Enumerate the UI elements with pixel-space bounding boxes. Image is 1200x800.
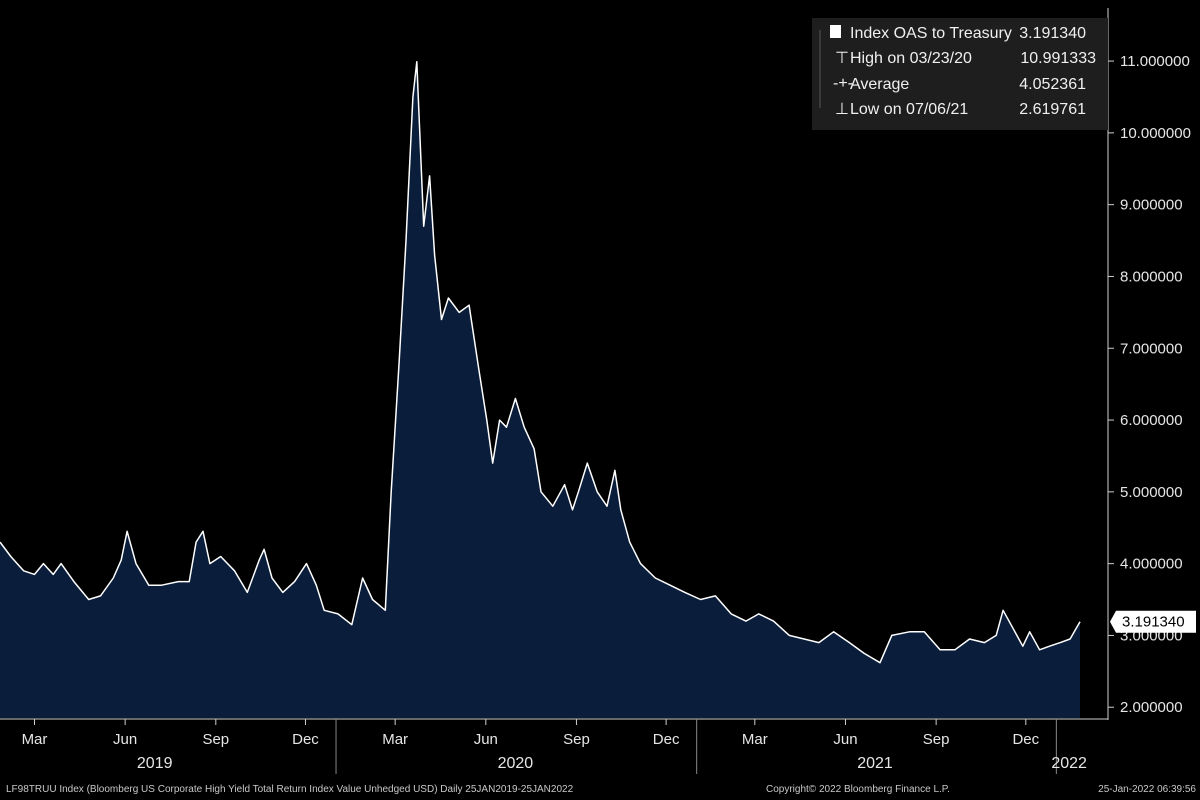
legend-series-value: 3.191340 xyxy=(1019,25,1086,42)
x-year-label: 2019 xyxy=(137,755,173,772)
x-year-label: 2020 xyxy=(498,755,534,772)
series-line xyxy=(0,61,1081,664)
low-marker-icon: ⊥ xyxy=(835,101,849,118)
y-tick-label: 8.000000 xyxy=(1120,268,1183,285)
average-marker-icon: -+- xyxy=(833,75,853,92)
y-tick-label: 7.000000 xyxy=(1120,340,1183,357)
y-tick-label: 10.000000 xyxy=(1120,125,1191,142)
plot-area xyxy=(0,61,1081,719)
footer-copyright: Copyright© 2022 Bloomberg Finance L.P. xyxy=(766,784,950,795)
last-value-label: 3.191340 xyxy=(1122,614,1185,631)
y-tick-label: 9.000000 xyxy=(1120,197,1183,214)
legend-high-value: 10.991333 xyxy=(1020,50,1096,67)
x-year-label: 2021 xyxy=(857,755,893,772)
legend-low-label: Low on 07/06/21 xyxy=(850,101,968,118)
x-month-label: Mar xyxy=(382,731,408,748)
series-area xyxy=(0,61,1080,719)
legend-swatch xyxy=(830,25,841,38)
y-tick-label: 11.000000 xyxy=(1120,53,1190,70)
x-month-label: Mar xyxy=(22,731,48,748)
x-month-label: Sep xyxy=(923,731,950,748)
footer-source: LF98TRUU Index (Bloomberg US Corporate H… xyxy=(6,784,574,795)
legend-box xyxy=(812,18,1108,130)
x-month-label: Jun xyxy=(833,731,857,748)
footer-timestamp: 25-Jan-2022 06:39:56 xyxy=(1098,784,1196,795)
legend: ⊤ -+- ⊥ Index OAS to Treasury 3.191340 H… xyxy=(812,18,1108,130)
footer: LF98TRUU Index (Bloomberg US Corporate H… xyxy=(6,784,1196,795)
x-month-label: Dec xyxy=(653,731,680,748)
x-month-label: Dec xyxy=(1012,731,1039,748)
legend-high-label: High on 03/23/20 xyxy=(850,50,972,67)
y-tick-label: 6.000000 xyxy=(1120,412,1183,429)
x-month-label: Jun xyxy=(474,731,498,748)
x-month-label: Dec xyxy=(292,731,319,748)
y-tick-label: 4.000000 xyxy=(1120,556,1183,573)
high-marker-icon: ⊤ xyxy=(835,50,849,67)
legend-average-label: Average xyxy=(850,76,909,93)
x-month-label: Mar xyxy=(742,731,768,748)
legend-average-value: 4.052361 xyxy=(1019,76,1086,93)
x-month-label: Sep xyxy=(202,731,229,748)
x-month-label: Jun xyxy=(113,731,137,748)
last-value-marker: 3.191340 xyxy=(1110,610,1196,633)
y-tick-label: 5.000000 xyxy=(1120,484,1183,501)
y-tick-label: 2.000000 xyxy=(1120,699,1183,716)
x-month-label: Sep xyxy=(563,731,590,748)
x-axis: Mar Jun Sep Dec Mar Jun Sep Dec Mar Jun Sep Dec 2019… xyxy=(0,718,1108,774)
last-value-tag xyxy=(1110,610,1196,633)
legend-low-value: 2.619761 xyxy=(1019,101,1086,118)
x-year-label: 2022 xyxy=(1051,755,1087,772)
legend-series-label: Index OAS to Treasury xyxy=(850,25,1012,42)
